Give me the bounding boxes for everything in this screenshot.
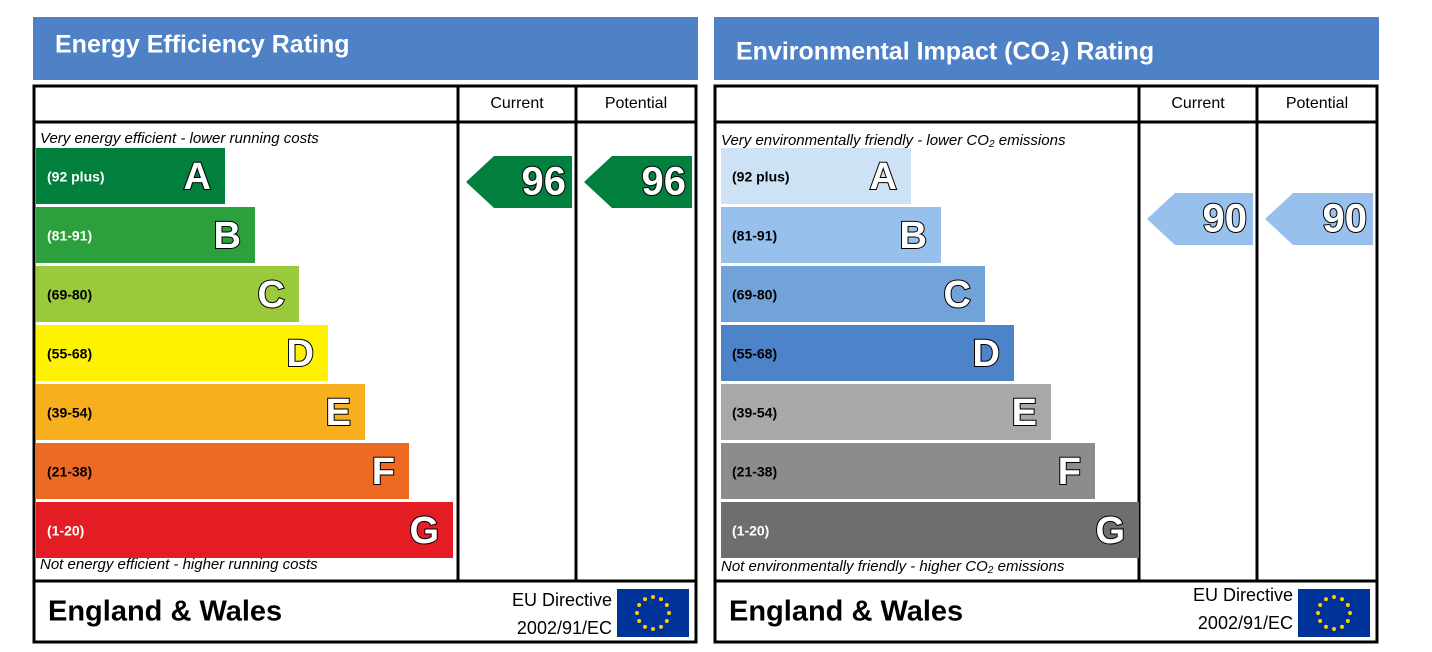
rating-arrow [1147, 193, 1253, 245]
band-range: (81-91) [732, 228, 777, 244]
panel-title: Energy Efficiency Rating [55, 31, 350, 59]
band-range: (1-20) [732, 523, 769, 539]
band-letter: D [973, 333, 1000, 375]
band-bar [721, 384, 1051, 440]
band-range: (69-80) [47, 287, 92, 303]
top-note: Very environmentally friendly - lower CO… [721, 132, 1066, 149]
band-bar [36, 148, 225, 204]
band-letter: A [184, 156, 211, 198]
band-range: (39-54) [732, 405, 777, 421]
rating-panel: Energy Efficiency Rating Current Potential… [32, 17, 698, 644]
footer-region: England & Wales [48, 596, 282, 628]
panel-header [33, 17, 698, 80]
band-bar [36, 384, 365, 440]
band-range: (1-20) [47, 523, 84, 539]
band-bar [36, 207, 255, 263]
eu-star [1324, 624, 1328, 629]
band-range: (55-68) [47, 346, 92, 362]
table-border [713, 84, 1379, 644]
eu-star [637, 603, 642, 607]
eu-star [1345, 603, 1350, 607]
panel-header [714, 17, 1379, 80]
footer-directive: EU Directive [1193, 585, 1293, 605]
band-bar [36, 266, 299, 322]
bottom-note: Not energy efficient - higher running co… [40, 556, 318, 573]
band-bar [721, 325, 1014, 381]
rating-arrow [466, 156, 572, 208]
band-range: (39-54) [47, 405, 92, 421]
rating-arrow [1265, 193, 1373, 245]
band-range: (92 plus) [47, 169, 105, 185]
column-header: Potential [605, 95, 667, 112]
eu-star [635, 611, 639, 615]
bottom-note: Not environmentally friendly - higher CO… [721, 558, 1065, 575]
band-bar [36, 502, 453, 558]
band-letter: F [1058, 451, 1081, 493]
eu-star [1348, 611, 1352, 615]
eu-star [664, 619, 669, 623]
rating-value: 96 [522, 160, 567, 204]
band-range: (69-80) [732, 287, 777, 303]
eu-star [664, 603, 669, 607]
eu-star [1340, 624, 1344, 629]
eu-star [1324, 597, 1328, 602]
eu-star [1318, 619, 1323, 623]
eu-star [1345, 619, 1350, 623]
column-header: Current [490, 95, 544, 112]
band-letter: E [1012, 392, 1037, 434]
band-range: (81-91) [47, 228, 92, 244]
rating-arrow [584, 156, 692, 208]
rating-value: 90 [1323, 197, 1368, 241]
footer-directive: 2002/91/EC [1198, 613, 1293, 633]
column-header: Current [1171, 95, 1225, 112]
footer-directive: 2002/91/EC [517, 618, 612, 638]
band-letter: D [287, 333, 314, 375]
band-letter: E [326, 392, 351, 434]
table-border [32, 84, 698, 644]
band-bar [721, 148, 911, 204]
eu-star [651, 627, 655, 631]
rating-value: 90 [1203, 197, 1248, 241]
band-range: (92 plus) [732, 169, 790, 185]
band-letter: C [944, 274, 971, 316]
band-letter: F [372, 451, 395, 493]
eu-star [667, 611, 671, 615]
band-letter: G [409, 510, 439, 552]
band-bar [721, 443, 1095, 499]
eu-star [1332, 595, 1336, 599]
rating-value: 96 [642, 160, 687, 204]
footer-directive: EU Directive [512, 590, 612, 610]
column-header: Potential [1286, 95, 1348, 112]
band-letter: C [258, 274, 285, 316]
eu-star [1318, 603, 1323, 607]
footer-region: England & Wales [729, 596, 963, 628]
band-range: (21-38) [47, 464, 92, 480]
eu-star [643, 597, 647, 602]
band-range: (21-38) [732, 464, 777, 480]
band-bar [36, 325, 328, 381]
band-range: (55-68) [732, 346, 777, 362]
panel-title: Environmental Impact (CO₂) Rating [736, 38, 1154, 66]
band-letter: B [900, 215, 927, 257]
eu-star [643, 624, 647, 629]
band-bar [36, 443, 409, 499]
band-bar [721, 207, 941, 263]
rating-panel: Environmental Impact (CO₂) Rating Current… [713, 17, 1379, 644]
eu-star [1316, 611, 1320, 615]
band-bar [721, 266, 985, 322]
eu-star [659, 597, 663, 602]
eu-star [637, 619, 642, 623]
band-letter: B [214, 215, 241, 257]
band-letter: G [1095, 510, 1125, 552]
band-letter: A [870, 156, 897, 198]
band-bar [721, 502, 1139, 558]
eu-star [659, 624, 663, 629]
eu-star [1340, 597, 1344, 602]
eu-star [1332, 627, 1336, 631]
top-note: Very energy efficient - lower running co… [40, 130, 319, 147]
eu-star [651, 595, 655, 599]
